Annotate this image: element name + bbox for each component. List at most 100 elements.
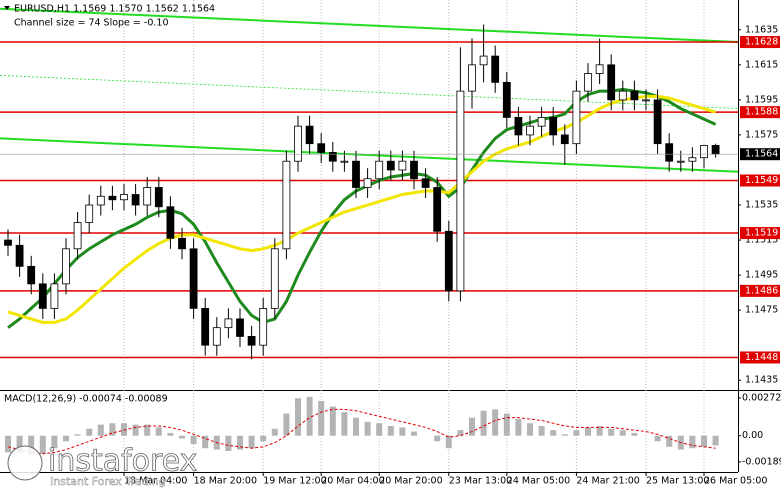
level-label-box xyxy=(740,284,780,297)
x-tick-label: 26 Mar 05:00 xyxy=(704,476,767,487)
macd-bar xyxy=(341,412,348,436)
channel-line xyxy=(0,74,739,110)
level-label: 1.1486 xyxy=(745,285,778,296)
macd-bar xyxy=(492,409,499,436)
macd-y-tick-label: 0.00272 xyxy=(742,392,781,403)
logo-name: instaforex xyxy=(48,444,197,479)
macd-bar xyxy=(51,435,58,449)
candle-body xyxy=(456,90,465,292)
macd-bar xyxy=(573,430,580,436)
candle-body xyxy=(468,64,476,92)
level-label-box xyxy=(740,227,780,240)
macd-bar xyxy=(469,417,475,436)
macd-bar xyxy=(387,426,394,436)
candle-body xyxy=(549,117,558,136)
candle-body xyxy=(421,178,430,188)
candle-body xyxy=(410,160,418,180)
candle-body xyxy=(294,125,302,162)
macd-bar xyxy=(515,419,522,436)
candle-body xyxy=(270,248,279,309)
candle-body xyxy=(595,64,604,74)
candle-body xyxy=(375,160,384,180)
candle-body xyxy=(560,134,569,145)
macd-bar xyxy=(666,435,673,447)
candle-body xyxy=(282,160,291,250)
level-label: 1.1549 xyxy=(745,175,778,186)
candle-body xyxy=(630,90,639,101)
candle-body xyxy=(537,117,546,127)
candle-body xyxy=(584,73,592,92)
x-tick-label: 20 Mar 04:00 xyxy=(321,476,384,487)
level-label: 1.1588 xyxy=(745,107,778,118)
candle-body xyxy=(502,81,511,118)
candle-body xyxy=(178,237,186,250)
y-tick-label: 1.1595 xyxy=(745,94,778,105)
y-tick-label: 1.1575 xyxy=(745,129,778,140)
macd-bar xyxy=(248,435,255,449)
macd-bar xyxy=(28,435,35,456)
candle-body xyxy=(642,99,650,102)
y-tick-label: 1.1495 xyxy=(745,270,778,281)
y-tick-label: 1.1475 xyxy=(745,305,778,316)
macd-bar xyxy=(271,428,278,436)
level-label-box xyxy=(740,106,780,119)
macd-bar xyxy=(202,435,209,449)
macd-bar xyxy=(167,432,174,436)
macd-bar xyxy=(561,434,568,436)
candle-body xyxy=(526,125,534,136)
macd-bar xyxy=(155,427,162,436)
logo-icon xyxy=(7,445,43,481)
x-tick-label: 20 Mar 20:00 xyxy=(379,476,442,487)
chart-title: EURUSD,H1 1.1569 1.1570 1.1562 1.1564 xyxy=(14,4,215,15)
x-tick-label: 25 Mar 13:00 xyxy=(646,476,709,487)
macd-bar xyxy=(619,430,626,436)
candle-body xyxy=(688,157,697,162)
candle-body xyxy=(154,187,163,208)
level-label: 1.1519 xyxy=(745,228,778,239)
macd-signal xyxy=(7,408,716,455)
macd-bar xyxy=(39,435,46,454)
logo: instaforex Instant Forex Trading xyxy=(7,443,198,488)
candle-body xyxy=(317,143,326,153)
x-tick-label: 24 Mar 21:00 xyxy=(576,476,639,487)
macd-bar xyxy=(585,427,591,436)
macd-bar xyxy=(596,426,603,436)
candle-body xyxy=(700,145,708,159)
macd-bar xyxy=(109,423,116,436)
macd-bar xyxy=(376,423,383,436)
x-tick-label: 19 Mar 12:00 xyxy=(263,476,326,487)
candle-body xyxy=(189,248,198,309)
macd-bar xyxy=(399,427,406,436)
candle-body xyxy=(224,318,233,329)
macd-bar xyxy=(329,406,336,436)
candle-body xyxy=(27,265,36,285)
candle-body xyxy=(131,194,140,206)
candle-body xyxy=(433,187,442,232)
candle-body xyxy=(676,160,685,163)
last-price-label: 1.1564 xyxy=(745,149,778,160)
macd-bar xyxy=(712,435,719,446)
candle-body xyxy=(340,160,349,163)
y-tick-label: 1.1535 xyxy=(745,200,778,211)
macd-bar xyxy=(132,424,139,436)
y-tick-label: 1.1515 xyxy=(745,235,778,246)
macd-bar xyxy=(295,398,301,436)
macd-bar xyxy=(144,424,151,436)
candle-body xyxy=(653,99,662,145)
x-tick-label: 18 Mar 04:00 xyxy=(124,476,187,487)
macd-bar xyxy=(283,413,290,436)
x-tick-label: 24 Mar 05:00 xyxy=(507,476,570,487)
macd-bar xyxy=(86,428,93,436)
macd-bar xyxy=(701,435,707,447)
x-tick-label: 18 Mar 20:00 xyxy=(194,476,257,487)
candle-body xyxy=(491,55,500,83)
candle-body xyxy=(444,230,453,292)
channel-line xyxy=(0,7,739,44)
candle-body xyxy=(201,307,210,346)
macd-bar xyxy=(237,435,243,450)
y-tick-label: 1.1435 xyxy=(745,375,778,386)
macd-bar xyxy=(538,426,545,436)
